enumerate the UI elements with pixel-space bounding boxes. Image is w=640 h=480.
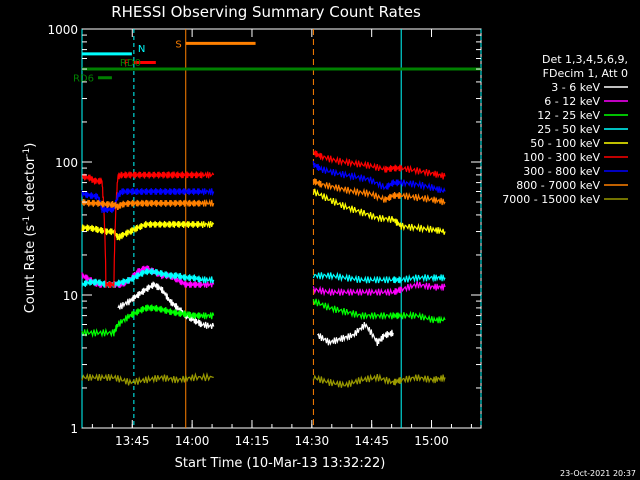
interval-b-series-7: [312, 178, 446, 206]
interval-b-series-5: [313, 150, 446, 180]
interval-a-series-5: [81, 170, 215, 288]
y-axis: 1 10 100 1000: [47, 23, 481, 436]
annotation-label-rd0: RD0: [120, 58, 141, 69]
x-tick-label-1: 14:00: [175, 434, 210, 448]
interval-b-series-0: [317, 321, 394, 346]
chart-title: RHESSI Observing Summary Count Rates: [111, 3, 421, 21]
legend-label-5: 100 - 300 keV: [523, 151, 600, 164]
y-axis-label-main: Count Rate (s: [23, 225, 38, 314]
x-tick-label-3: 14:30: [295, 434, 330, 448]
x-tick-label-2: 14:15: [235, 434, 270, 448]
x-axis: 13:45 14:00 14:15 14:30 14:45 15:00: [91, 29, 472, 448]
legend: Det 1,3,4,5,6,9, FDecim 1, Att 0 3 - 6 k…: [502, 53, 628, 206]
legend-label-8: 7000 - 15000 keV: [502, 193, 600, 206]
interval-a-series-3: [81, 268, 215, 288]
interval-a-series-0: [117, 281, 215, 329]
y-axis-label-mid: detector: [23, 156, 38, 216]
interval-a-series-2: [81, 304, 215, 338]
legend-label-1: 6 - 12 keV: [544, 95, 600, 108]
y-axis-label-end: ): [23, 143, 38, 148]
interval-a-series-8: [81, 372, 214, 386]
interval-b-series-6: [312, 160, 446, 194]
legend-header-2: FDecim 1, Att 0: [543, 67, 628, 80]
annotation-label-rd6: RD6: [73, 74, 94, 85]
legend-header-1: Det 1,3,4,5,6,9,: [542, 53, 628, 66]
legend-label-2: 12 - 25 keV: [537, 109, 600, 122]
y-axis-label-sup1: -1: [22, 216, 32, 225]
annotation-label-n: N: [138, 44, 145, 55]
y-tick-label-1: 10: [63, 289, 78, 303]
timestamp: 23-Oct-2021 20:37: [560, 469, 636, 478]
y-tick-label-0: 1: [70, 422, 78, 436]
interval-b-series-4: [312, 188, 446, 235]
legend-label-6: 300 - 800 keV: [523, 165, 600, 178]
y-axis-label: Count Rate (s-1 detector-1): [22, 143, 38, 314]
y-tick-label-2: 100: [55, 156, 78, 170]
legend-label-7: 800 - 7000 keV: [516, 179, 600, 192]
x-tick-label-5: 15:00: [414, 434, 449, 448]
x-tick-label-4: 14:45: [354, 434, 389, 448]
legend-label-3: 25 - 50 keV: [537, 123, 600, 136]
interval-b-series-8: [312, 373, 446, 388]
annotation-label-s: S: [175, 39, 181, 50]
interval-a-series-4: [81, 220, 215, 241]
legend-label-0: 3 - 6 keV: [551, 81, 600, 94]
plot-area: NF S RD0 RD6: [73, 29, 482, 428]
interval-a-series-7: [81, 198, 215, 211]
x-tick-label-0: 13:45: [115, 434, 150, 448]
legend-label-4: 50 - 100 keV: [530, 137, 600, 150]
interval-a-series-6: [81, 187, 215, 214]
interval-b-series-2: [312, 298, 446, 324]
interval-b-series-3: [312, 271, 446, 284]
interval-b-series-1: [312, 281, 446, 297]
y-tick-label-3: 1000: [47, 23, 78, 37]
y-axis-label-sup2: -1: [22, 148, 32, 157]
x-axis-label: Start Time (10-Mar-13 13:32:22): [175, 456, 386, 471]
annotation-label-f: F: [124, 58, 130, 69]
